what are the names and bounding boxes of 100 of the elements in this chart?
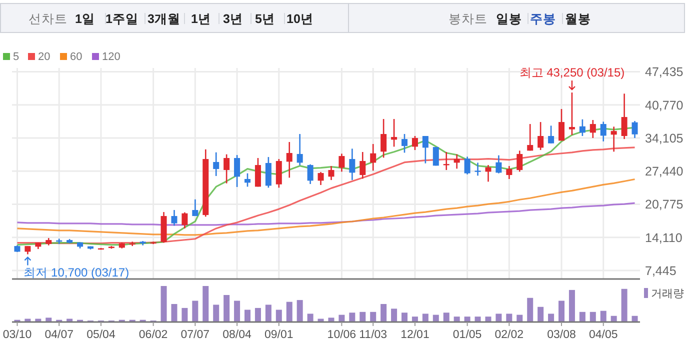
candlestick xyxy=(558,108,564,142)
bar xyxy=(254,308,261,322)
candlestick xyxy=(370,143,376,172)
bar xyxy=(46,318,52,322)
legend-label: 거래량 xyxy=(651,288,684,300)
candlestick xyxy=(402,133,408,154)
y-tick-label: 7,445 xyxy=(645,264,676,278)
y-tick-label: 40,770 xyxy=(645,98,684,112)
legend-label: 120 xyxy=(102,51,120,63)
bar xyxy=(590,312,596,322)
bar xyxy=(412,316,418,322)
y-tick-label: 27,440 xyxy=(645,164,684,179)
candlestick xyxy=(276,158,282,188)
candlestick xyxy=(548,125,554,144)
candlestick xyxy=(349,148,356,181)
x-tick-label: 12/01 xyxy=(400,329,430,341)
text: 1주일 xyxy=(106,12,138,26)
bar xyxy=(296,300,303,322)
text: 봉차트 xyxy=(448,12,488,26)
x-tick-label: 08/04 xyxy=(222,329,252,341)
candlestick xyxy=(464,156,470,176)
y-tick-label: 14,110 xyxy=(645,230,682,245)
bar xyxy=(202,286,209,322)
legend-label: 5 xyxy=(13,51,20,63)
bar xyxy=(454,316,460,322)
candlestick xyxy=(182,212,188,229)
legend-label: 20 xyxy=(38,51,50,63)
annotation: 최저 10,700 (03/17) xyxy=(24,265,130,280)
text: 일봉 xyxy=(496,12,522,26)
candlestick xyxy=(568,92,575,136)
x-tick-label: 03/08 xyxy=(547,329,576,341)
candlestick xyxy=(590,119,596,139)
candlestick xyxy=(600,121,606,142)
bar xyxy=(328,318,334,322)
text: 1년 xyxy=(191,12,211,26)
candlestick xyxy=(328,165,334,181)
candlestick xyxy=(516,150,523,172)
annotation: 최고 43,250 (03/15) xyxy=(519,66,625,80)
bar xyxy=(432,314,439,322)
candlestick xyxy=(506,165,512,180)
bar xyxy=(496,314,502,322)
bar xyxy=(402,312,408,322)
bar xyxy=(380,304,387,322)
line-series xyxy=(16,178,636,236)
bar xyxy=(192,300,198,322)
line-series xyxy=(16,202,636,226)
candlestick xyxy=(412,135,418,151)
bar xyxy=(160,286,167,322)
text: 1일 xyxy=(75,12,95,26)
x-tick-label: 05/04 xyxy=(86,329,116,341)
candlestick xyxy=(307,164,314,185)
bar xyxy=(338,314,345,322)
candlestick xyxy=(610,126,617,152)
y-tick-label: 20,775 xyxy=(645,198,684,212)
candlestick xyxy=(318,171,324,186)
x-tick-label: 11/03 xyxy=(359,329,388,341)
bar xyxy=(621,288,628,322)
text: 10년 xyxy=(286,12,314,26)
candlestick xyxy=(632,120,638,139)
bar xyxy=(422,314,428,322)
candlestick xyxy=(538,121,544,151)
candlestick xyxy=(338,153,345,172)
candlestick xyxy=(265,156,272,188)
bar xyxy=(506,314,512,322)
candlestick xyxy=(244,172,250,188)
text: 선차트 xyxy=(28,12,68,26)
bar xyxy=(538,306,544,322)
bar xyxy=(548,314,554,322)
bar xyxy=(558,300,564,322)
candlestick xyxy=(286,141,292,178)
bar xyxy=(307,314,314,322)
bar xyxy=(276,310,282,322)
candlestick xyxy=(485,164,492,182)
bar xyxy=(464,316,470,322)
bar xyxy=(632,316,638,322)
bar xyxy=(485,316,492,322)
x-tick-label: 04/05 xyxy=(588,329,618,341)
x-tick-label: 02/02 xyxy=(494,329,524,341)
candlestick xyxy=(621,93,628,140)
candlestick xyxy=(474,162,481,176)
x-tick-label: 10/06 xyxy=(327,329,356,341)
candlestick xyxy=(254,157,261,188)
candlestick xyxy=(579,118,586,137)
candlestick xyxy=(360,151,366,180)
x-tick-label: 07/07 xyxy=(180,329,210,341)
text: 5년 xyxy=(255,12,275,26)
candlestick xyxy=(171,209,178,226)
bar xyxy=(265,304,272,322)
bar xyxy=(443,312,450,322)
bar xyxy=(370,312,376,322)
bar xyxy=(224,295,230,322)
candlestick xyxy=(527,123,534,152)
bar xyxy=(182,308,188,322)
bar xyxy=(568,290,575,322)
candlestick xyxy=(296,133,303,166)
text: 3개월 xyxy=(148,12,180,26)
candlestick xyxy=(380,118,387,158)
bar xyxy=(610,316,617,322)
text: 3년 xyxy=(223,12,243,26)
bar xyxy=(579,312,586,322)
